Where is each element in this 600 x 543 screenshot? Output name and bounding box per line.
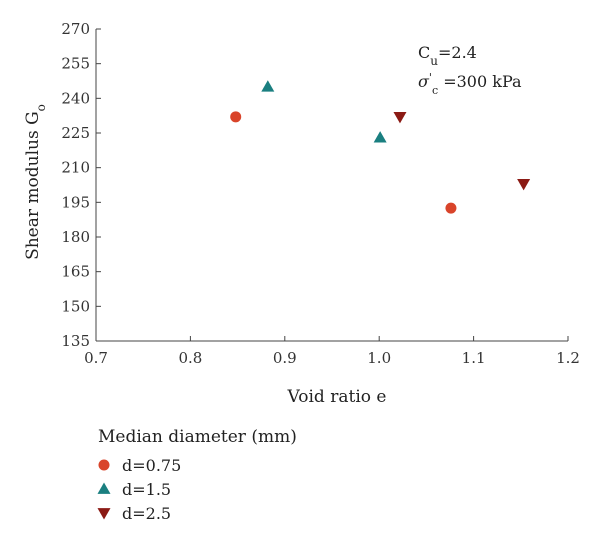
data-point — [517, 178, 531, 191]
plot-area: 0.7 0.8 0.9 1.0 1.1 1.2 135 150 165 180 195 210 225… — [61, 20, 580, 367]
y-axis-title-sub: o — [34, 104, 48, 111]
y-tick-label: 240 — [61, 89, 90, 107]
x-tick-label: 1.0 — [367, 349, 391, 367]
x-axis-ticks: 0.7 0.8 0.9 1.0 1.1 1.2 — [84, 336, 580, 367]
cu-subscript: u — [430, 54, 438, 68]
y-tick-label: 210 — [61, 159, 90, 177]
legend-items: d=0.75 d=1.5 d=2.5 — [97, 456, 181, 523]
data-points — [230, 80, 531, 214]
cu-symbol: C — [418, 43, 430, 62]
y-axis-title: Shear modulus Go — [23, 104, 48, 260]
legend-title: Median diameter (mm) — [98, 427, 297, 447]
legend-label: d=2.5 — [122, 504, 171, 523]
cu-value: =2.4 — [438, 43, 477, 62]
y-axis-title-main: Shear modulus G — [23, 111, 43, 260]
data-point — [373, 131, 387, 143]
y-tick-label: 255 — [61, 55, 90, 73]
x-tick-label: 1.1 — [462, 349, 486, 367]
data-point — [393, 111, 407, 124]
y-tick-label: 225 — [61, 124, 90, 142]
legend-marker — [97, 508, 111, 520]
y-tick-label: 180 — [61, 228, 90, 246]
data-point — [261, 80, 275, 92]
y-tick-label: 165 — [61, 263, 90, 281]
sigma-subscript: c — [432, 84, 438, 97]
x-tick-label: 0.8 — [178, 349, 202, 367]
sigma-prime: ' — [429, 71, 432, 84]
y-axis-ticks: 135 150 165 180 195 210 225 240 255 270 — [61, 20, 101, 350]
y-tick-label: 150 — [61, 297, 90, 315]
x-axis-title: Void ratio e — [287, 387, 387, 407]
sigma-symbol: σ — [418, 72, 430, 91]
sigma-value: =300 kPa — [438, 72, 522, 91]
cu-annotation: Cu=2.4 — [418, 43, 477, 68]
legend-marker — [97, 482, 111, 494]
sigma-annotation: σ'c =300 kPa — [418, 71, 522, 97]
legend-marker — [98, 459, 110, 471]
y-tick-label: 135 — [61, 332, 90, 350]
data-point — [445, 202, 457, 214]
x-tick-label: 0.9 — [273, 349, 297, 367]
legend: Median diameter (mm) d=0.75 d=1.5 d=2.5 — [97, 427, 297, 523]
x-tick-label: 1.2 — [556, 349, 580, 367]
x-tick-label: 0.7 — [84, 349, 108, 367]
data-point — [230, 111, 242, 123]
y-tick-label: 195 — [61, 193, 90, 211]
legend-label: d=1.5 — [122, 480, 171, 499]
legend-label: d=0.75 — [122, 456, 181, 475]
y-tick-label: 270 — [61, 20, 90, 38]
